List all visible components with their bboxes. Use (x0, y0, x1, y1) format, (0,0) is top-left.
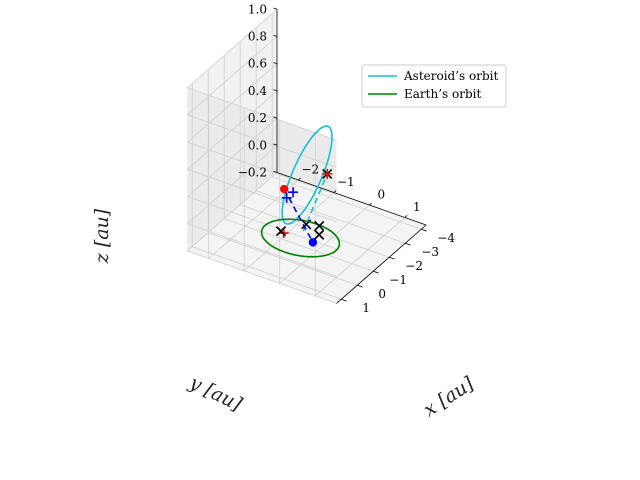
x-axis-line (276, 172, 427, 226)
z-tick-label: −0.2 (238, 166, 267, 180)
x-tick-label: 0 (377, 188, 385, 202)
x-tick-mark (404, 215, 408, 218)
z-tick-label: 0.0 (248, 138, 267, 152)
y-tick-mark (389, 256, 395, 260)
x-tick-mark (333, 190, 337, 193)
plot-data (260, 125, 341, 258)
y-tick-mark (421, 228, 427, 232)
y-tick-mark (405, 242, 411, 246)
legend-frame (361, 64, 507, 108)
y-tick-label: 1 (362, 301, 370, 315)
y-tick-label: 0 (378, 287, 386, 301)
legend: Asteroid’s orbit Earth’s orbit (361, 64, 507, 108)
legend-label-asteroid-orbit: Asteroid’s orbit (403, 69, 498, 83)
y-tick-label: −2 (405, 259, 423, 273)
z-tick-label: 1.0 (248, 2, 267, 16)
point-marker-plus (322, 168, 333, 179)
z-tick-mark (273, 34, 278, 37)
grid-line-z (186, 117, 337, 250)
y-tick-label: −3 (421, 245, 439, 259)
y-tick-mark (341, 298, 347, 302)
grid-line-z (186, 63, 337, 195)
axes-grid (186, 8, 422, 304)
point-marker-x (314, 229, 325, 240)
z-tick-label: 0.6 (248, 57, 267, 71)
y-tick-mark (357, 284, 363, 288)
z-tick-mark (273, 170, 278, 173)
x-tick-label: −2 (301, 163, 319, 177)
point-marker-plus (281, 192, 292, 203)
x-tick-label: −1 (337, 175, 355, 189)
y-axis-line (336, 224, 427, 304)
point-marker-x (314, 220, 325, 232)
axes-lines (273, 7, 427, 304)
z-tick-mark (273, 7, 278, 10)
point-marker-plus (288, 187, 299, 198)
grid-line-z (186, 144, 337, 277)
z-axis-label: z [au] (91, 208, 113, 264)
y-tick-mark (373, 270, 379, 274)
grid-line-z (186, 36, 337, 168)
grid-line-z (186, 172, 337, 304)
z-tick-label: 0.8 (248, 30, 267, 44)
point-marker-x (301, 219, 312, 230)
point-marker-circle (280, 184, 289, 194)
z-tick-mark (273, 62, 278, 65)
x-tick-mark (369, 202, 372, 206)
dashed-segment (302, 173, 328, 232)
y-tick-label: −4 (437, 231, 455, 245)
series-line-asteroid-s-orbit (281, 125, 333, 225)
grid-line-z (186, 90, 337, 223)
legend-label-earth-orbit: Earth’s orbit (404, 87, 481, 101)
point-marker-x (275, 226, 287, 237)
z-tick-label: 0.2 (248, 111, 267, 125)
x-tick-mark (298, 177, 301, 181)
pane-floor (187, 172, 427, 304)
z-tick-mark (273, 116, 278, 119)
point-marker-circle (308, 238, 318, 247)
z-tick-mark (273, 89, 278, 92)
series-line-earth-s-orbit (260, 218, 341, 258)
grid-line-z (186, 8, 337, 141)
z-tick-mark (273, 143, 278, 146)
x-axis-label: x [au] (420, 372, 479, 421)
y-axis-label: y [au] (185, 371, 246, 416)
x-tick-label: 1 (413, 200, 421, 214)
y-tick-label: −1 (389, 273, 407, 287)
z-tick-label: 0.4 (248, 84, 267, 98)
